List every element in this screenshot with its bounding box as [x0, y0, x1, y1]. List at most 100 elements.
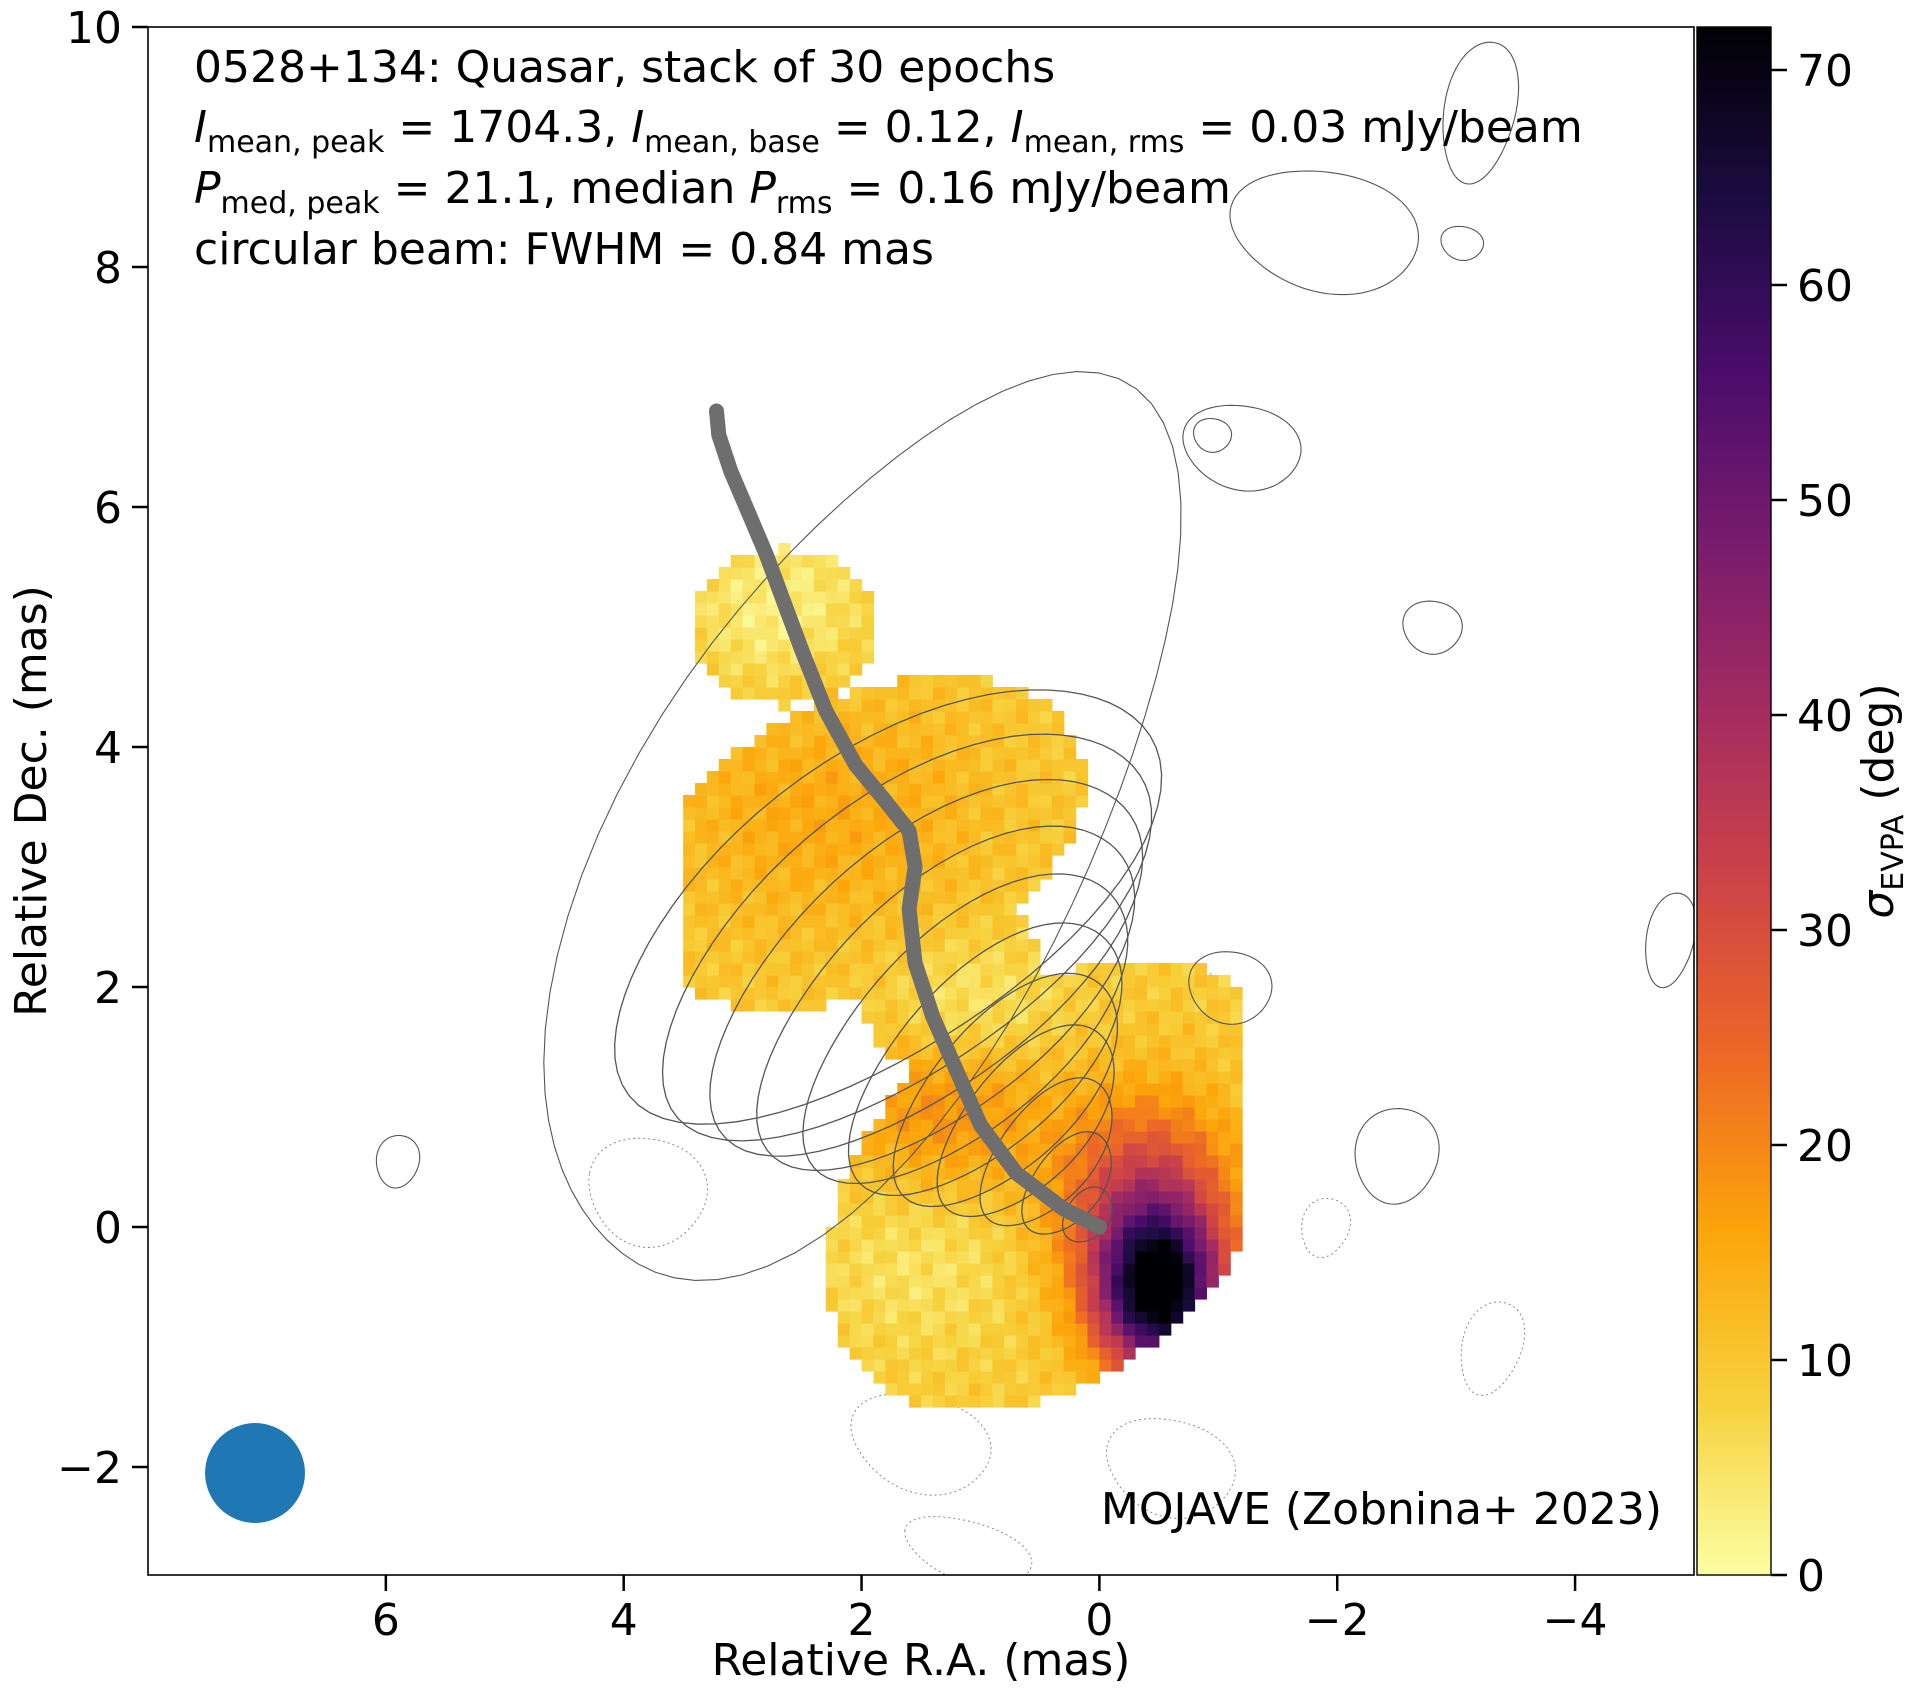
info-text: = 0.12, — [820, 102, 1011, 153]
map-pixel — [1099, 1251, 1112, 1264]
map-pixel — [944, 1107, 958, 1120]
map-pixel — [837, 771, 851, 784]
map-pixel — [1039, 855, 1053, 868]
map-pixel — [790, 579, 803, 592]
map-pixel — [1039, 1239, 1053, 1252]
map-pixel — [1028, 1311, 1041, 1324]
map-pixel — [1063, 1095, 1077, 1108]
map-pixel — [1087, 987, 1100, 1000]
map-pixel — [885, 1263, 898, 1276]
map-pixel — [909, 1215, 922, 1228]
y-tick-label: 2 — [94, 963, 122, 1014]
map-pixel — [1039, 1263, 1053, 1276]
map-pixel — [1051, 1095, 1065, 1108]
map-pixel — [1123, 1011, 1136, 1024]
map-pixel — [1063, 987, 1077, 1000]
map-pixel — [718, 567, 732, 580]
map-pixel — [1063, 795, 1077, 808]
map-pixel — [742, 639, 756, 652]
map-pixel — [742, 651, 756, 664]
map-pixel — [968, 1155, 982, 1168]
map-pixel — [1075, 1119, 1089, 1132]
map-pixel — [742, 603, 756, 616]
map-pixel — [1170, 1083, 1184, 1096]
map-pixel — [980, 711, 993, 724]
map-pixel — [909, 1323, 922, 1336]
map-pixel — [766, 639, 779, 652]
map-pixel — [992, 723, 1005, 736]
map-pixel — [1111, 1251, 1124, 1264]
map-pixel — [932, 939, 946, 952]
map-pixel — [944, 915, 958, 928]
map-pixel — [1194, 1215, 1208, 1228]
map-pixel — [837, 855, 851, 868]
map-pixel — [1016, 1155, 1029, 1168]
map-pixel — [944, 1203, 958, 1216]
map-pixel — [1111, 999, 1124, 1012]
map-pixel — [718, 639, 732, 652]
map-pixel — [1158, 1323, 1172, 1336]
map-pixel — [897, 987, 910, 1000]
map-pixel — [1111, 1287, 1124, 1300]
map-pixel — [956, 1239, 970, 1252]
map-pixel — [849, 963, 863, 976]
map-pixel — [706, 939, 720, 952]
map-pixel — [849, 699, 863, 712]
map-pixel — [873, 963, 886, 976]
map-pixel — [897, 1047, 910, 1060]
map-pixel — [849, 1287, 863, 1300]
map-pixel — [1028, 843, 1041, 856]
map-pixel — [1182, 1083, 1196, 1096]
map-pixel — [802, 807, 815, 820]
map-pixel — [980, 1251, 993, 1264]
map-pixel — [1016, 999, 1029, 1012]
map-pixel — [1194, 963, 1208, 976]
map-pixel — [790, 951, 803, 964]
map-pixel — [825, 591, 839, 604]
map-pixel — [778, 951, 791, 964]
map-pixel — [1194, 987, 1208, 1000]
map-pixel — [849, 1251, 863, 1264]
map-pixel — [1016, 1347, 1029, 1360]
map-pixel — [1158, 1023, 1172, 1036]
map-pixel — [1051, 1071, 1065, 1084]
colorbar-gradient — [1696, 26, 1772, 1576]
map-pixel — [932, 867, 946, 880]
map-pixel — [1099, 1311, 1112, 1324]
map-pixel — [695, 939, 708, 952]
map-pixel — [825, 603, 839, 616]
map-pixel — [1039, 771, 1053, 784]
map-pixel — [873, 903, 886, 916]
map-pixel — [861, 999, 875, 1012]
map-pixel — [813, 867, 827, 880]
map-pixel — [849, 1191, 863, 1204]
map-pixel — [909, 1263, 922, 1276]
map-pixel — [1016, 1071, 1029, 1084]
map-pixel — [1206, 1191, 1219, 1204]
map-pixel — [766, 651, 779, 664]
map-pixel — [1135, 1059, 1148, 1072]
map-pixel — [1016, 1107, 1029, 1120]
map-pixel — [1123, 1143, 1136, 1156]
map-pixel — [790, 891, 803, 904]
map-pixel — [921, 1383, 934, 1396]
map-pixel — [1004, 783, 1017, 796]
map-pixel — [1075, 999, 1089, 1012]
map-pixel — [837, 1323, 851, 1336]
map-pixel — [1087, 1287, 1100, 1300]
map-pixel — [837, 783, 851, 796]
map-pixel — [992, 1299, 1005, 1312]
map-pixel — [1028, 699, 1041, 712]
map-pixel — [968, 867, 982, 880]
map-pixel — [813, 567, 827, 580]
map-pixel — [1158, 1095, 1172, 1108]
map-pixel — [790, 711, 803, 724]
map-pixel — [968, 999, 982, 1012]
map-pixel — [992, 1263, 1005, 1276]
map-pixel — [1075, 1275, 1089, 1288]
colorbar-tick-label: 70 — [1797, 46, 1853, 97]
map-pixel — [778, 675, 791, 688]
map-pixel — [944, 1299, 958, 1312]
map-pixel — [695, 615, 708, 628]
map-pixel — [849, 975, 863, 988]
